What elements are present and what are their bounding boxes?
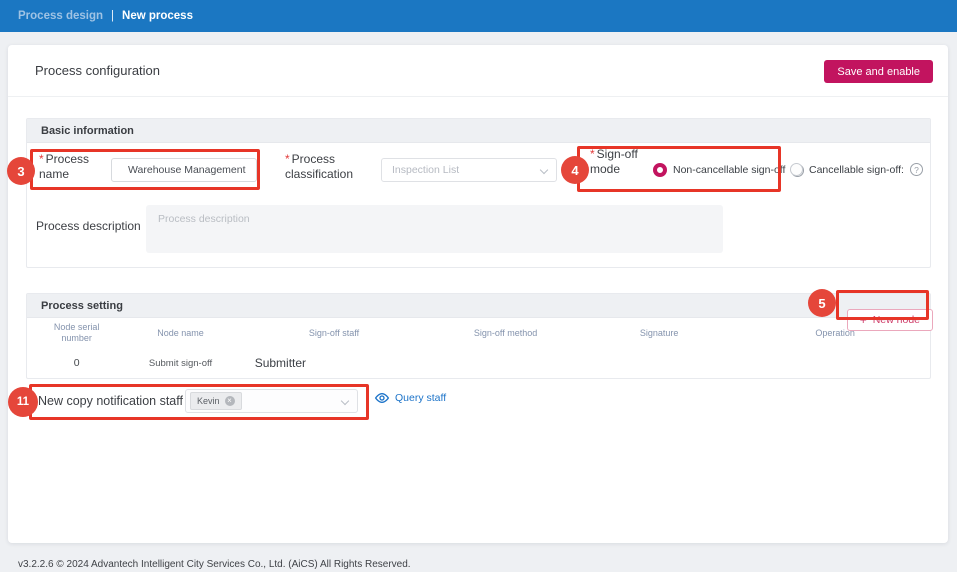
- annotation-badge-3: 3: [7, 157, 35, 185]
- chevron-down-icon: [539, 165, 549, 175]
- radio-cancellable-sign-off[interactable]: Cancellable sign-off: ?: [790, 163, 923, 176]
- required-mark: *: [590, 147, 595, 161]
- breadcrumb-separator: |: [111, 10, 115, 22]
- col-signature: Signature: [639, 327, 679, 338]
- close-icon[interactable]: ×: [224, 396, 235, 406]
- node-table-header: Node serial number Node name Sign-off st…: [27, 318, 930, 348]
- copy-notification-staff-label: New copy notification staff: [38, 394, 183, 408]
- col-sign-off-staff: Sign-off staff: [308, 327, 360, 338]
- new-node-label: New node: [872, 314, 920, 326]
- cell-node-name: Submit sign-off: [148, 357, 213, 369]
- process-name-label: * Process name: [39, 152, 90, 181]
- breadcrumb-new-process: New process: [122, 10, 193, 22]
- classification-placeholder: Inspection List: [392, 164, 460, 176]
- col-operation: Operation: [815, 327, 855, 338]
- query-staff-text: Query staff: [395, 392, 447, 404]
- table-row: 0 Submit sign-off Submitter: [27, 348, 930, 378]
- eye-icon: [374, 392, 390, 404]
- process-setting-title: Process setting: [27, 294, 930, 318]
- cell-sign-off-staff: Submitter: [254, 356, 307, 370]
- footer-version-text: v3.2.2.6 © 2024 Advantech Intelligent Ci…: [18, 559, 411, 570]
- breadcrumb-process-design[interactable]: Process design: [18, 10, 104, 22]
- radio-label: Cancellable sign-off:: [809, 163, 904, 176]
- col-node-name: Node name: [157, 327, 204, 338]
- col-sign-off-method: Sign-off method: [473, 327, 538, 338]
- required-mark: *: [39, 152, 44, 166]
- process-setting-section: Process setting Node serial number Node …: [26, 293, 931, 379]
- top-navigation-bar: Process design | New process: [0, 0, 957, 32]
- process-name-input[interactable]: [111, 158, 257, 182]
- radio-selected-icon[interactable]: [653, 163, 667, 177]
- copy-notification-staff-select[interactable]: Kevin ×: [185, 389, 358, 413]
- process-description-textarea[interactable]: [146, 205, 723, 253]
- sign-off-mode-label: * Sign-off mode: [590, 147, 638, 176]
- required-mark: *: [285, 152, 290, 166]
- save-and-enable-button[interactable]: Save and enable: [824, 60, 933, 83]
- cell-node-serial: 0: [73, 357, 80, 369]
- radio-unselected-icon[interactable]: [790, 163, 803, 176]
- annotation-badge-11: 11: [8, 387, 38, 417]
- plus-icon: +: [859, 313, 867, 327]
- process-classification-select[interactable]: Inspection List: [381, 158, 557, 182]
- annotation-badge-4: 4: [561, 156, 589, 184]
- process-configuration-card: Process configuration Save and enable Ba…: [8, 45, 948, 543]
- staff-tag-kevin: Kevin ×: [190, 392, 242, 410]
- staff-tag-name: Kevin: [197, 396, 220, 406]
- card-header: Process configuration Save and enable: [8, 45, 948, 97]
- col-node-serial-number: Node serial number: [53, 322, 100, 343]
- basic-information-title: Basic information: [27, 119, 930, 143]
- process-description-label: Process description: [36, 219, 141, 233]
- help-icon[interactable]: ?: [909, 163, 923, 176]
- process-classification-label: * Process classification: [285, 152, 354, 181]
- radio-non-cancellable-sign-off[interactable]: Non-cancellable sign-off ?: [653, 163, 805, 177]
- page-title: Process configuration: [35, 63, 161, 78]
- annotation-badge-5: 5: [808, 289, 836, 317]
- query-staff-link[interactable]: Query staff: [374, 392, 446, 404]
- chevron-down-icon: [340, 396, 350, 406]
- radio-label: Non-cancellable sign-off: [673, 164, 786, 176]
- new-node-button[interactable]: + New node: [846, 309, 933, 331]
- basic-information-section: Basic information *Process name *Process…: [26, 118, 931, 268]
